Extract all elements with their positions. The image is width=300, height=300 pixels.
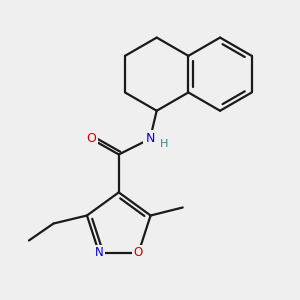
Text: H: H [160, 139, 168, 149]
Text: O: O [134, 246, 143, 260]
Text: N: N [145, 132, 155, 145]
Text: N: N [95, 246, 103, 260]
Text: O: O [86, 132, 96, 145]
